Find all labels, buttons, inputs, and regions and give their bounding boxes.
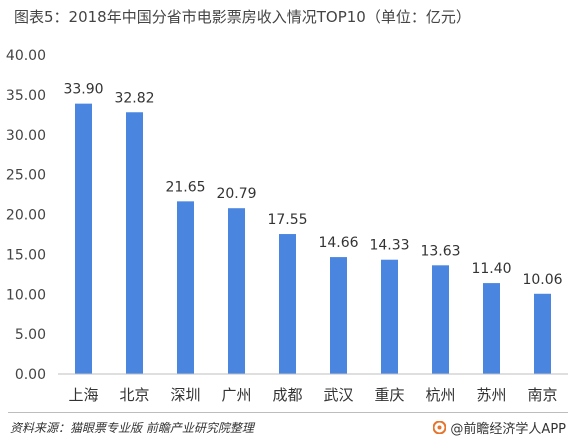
x-category-label: 武汉 xyxy=(323,386,353,404)
bar xyxy=(534,293,551,374)
bar xyxy=(75,103,92,375)
bars xyxy=(75,103,551,375)
x-category-label: 南京 xyxy=(527,386,557,404)
bar-value-label: 33.90 xyxy=(63,82,103,98)
bar xyxy=(126,112,143,374)
x-category-label: 苏州 xyxy=(476,386,506,404)
y-tick-label: 10.00 xyxy=(6,287,46,303)
bar-value-label: 20.79 xyxy=(216,186,256,202)
x-category-label: 重庆 xyxy=(374,386,404,404)
y-axis: 0.00 5.00 10.00 15.00 20.00 25.00 30.00 35.00 40… xyxy=(6,48,46,383)
bar xyxy=(381,259,398,374)
source-note: 资料来源：猫眼票专业版 前瞻产业研究院整理 xyxy=(10,421,254,435)
bar-value-label: 14.66 xyxy=(318,235,358,251)
value-labels: 33.90 32.82 21.65 20.79 17.55 14.66 14.33 13.63… xyxy=(63,82,562,288)
y-tick-label: 30.00 xyxy=(6,128,46,144)
x-category-label: 广州 xyxy=(221,386,251,404)
x-category-label: 北京 xyxy=(119,386,149,404)
y-tick-label: 35.00 xyxy=(6,88,46,104)
y-tick-label: 0.00 xyxy=(15,367,46,383)
y-tick-label: 20.00 xyxy=(6,208,46,224)
bar xyxy=(228,208,245,374)
bar-value-label: 21.65 xyxy=(165,179,205,195)
y-tick-label: 25.00 xyxy=(6,168,46,184)
x-category-label: 深圳 xyxy=(170,386,200,404)
x-category-label: 成都 xyxy=(272,386,302,404)
x-category-label: 上海 xyxy=(68,386,98,404)
brand-text: @前瞻经济学人APP xyxy=(450,422,566,437)
y-tick-label: 40.00 xyxy=(6,48,46,64)
bar-chart: 0.00 5.00 10.00 15.00 20.00 25.00 30.00 35.00 40… xyxy=(6,48,568,404)
chart-title: 图表5：2018年中国分省市电影票房收入情况TOP10（单位：亿元） xyxy=(14,8,471,26)
x-category-label: 杭州 xyxy=(425,386,455,404)
bar-value-label: 14.33 xyxy=(369,238,409,254)
bar xyxy=(483,283,500,374)
x-axis: 上海 北京 深圳 广州 成都 武汉 重庆 杭州 苏州 南京 xyxy=(58,373,568,404)
bar-value-label: 32.82 xyxy=(114,90,154,106)
brand-logo-icon xyxy=(433,421,447,434)
brand-mark: @前瞻经济学人APP xyxy=(433,418,566,437)
bar-value-label: 17.55 xyxy=(267,212,307,228)
bar-value-label: 11.40 xyxy=(471,261,511,277)
bar-value-label: 10.06 xyxy=(522,272,562,288)
y-tick-label: 5.00 xyxy=(15,327,46,343)
bar xyxy=(177,201,194,374)
bar xyxy=(432,265,449,374)
y-tick-label: 15.00 xyxy=(6,247,46,263)
bar xyxy=(279,234,296,374)
bar-value-label: 13.63 xyxy=(420,243,460,259)
footer-divider xyxy=(8,412,568,413)
bar xyxy=(330,257,347,374)
